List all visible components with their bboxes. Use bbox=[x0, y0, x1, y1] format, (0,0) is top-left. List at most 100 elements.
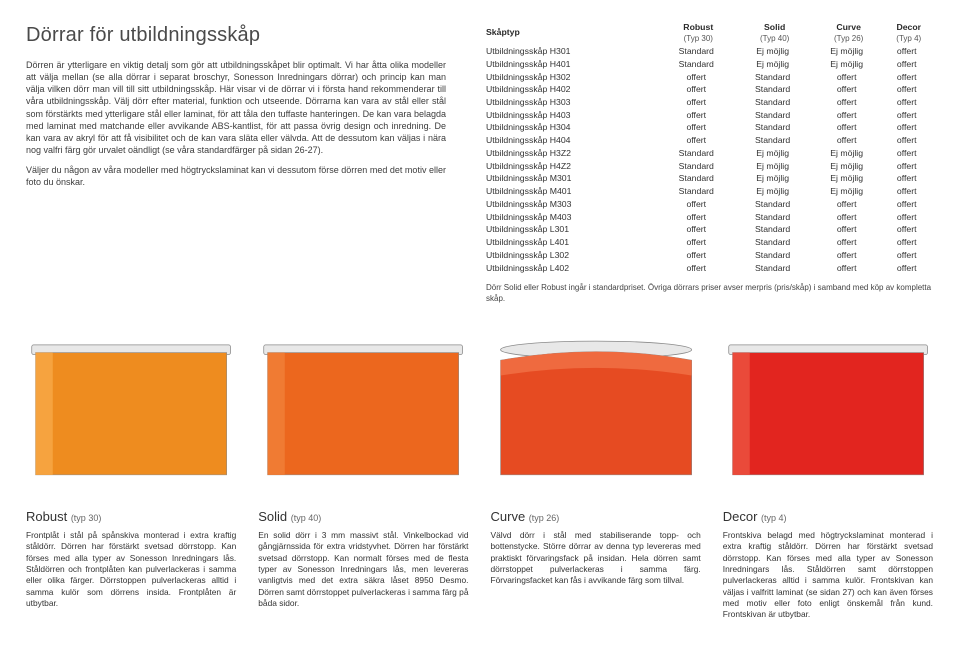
table-row: Utbildningsskåp M403offertStandardoffert… bbox=[486, 211, 933, 224]
table-cell: offert bbox=[813, 71, 885, 84]
top-section: Dörrar för utbildningsskåp Dörren är ytt… bbox=[26, 22, 933, 304]
table-cell: offert bbox=[660, 249, 736, 262]
table-cell: offert bbox=[813, 224, 885, 237]
door-type-text: Frontskiva belagd med högtryckslaminat m… bbox=[723, 530, 933, 621]
table-row: Utbildningsskåp H404offertStandardoffert… bbox=[486, 135, 933, 148]
table-cell: offert bbox=[885, 58, 934, 71]
table-row: Utbildningsskåp H303offertStandardoffert… bbox=[486, 96, 933, 109]
table-cell: Ej möjlig bbox=[736, 58, 812, 71]
door-image bbox=[26, 338, 236, 478]
table-cell: offert bbox=[885, 224, 934, 237]
table-cell: offert bbox=[813, 262, 885, 275]
door-type-title: Solid (typ 40) bbox=[258, 508, 468, 526]
door-type-title: Robust (typ 30) bbox=[26, 508, 236, 526]
table-cell: Standard bbox=[736, 211, 812, 224]
table-cell: Standard bbox=[736, 135, 812, 148]
table-cell: offert bbox=[885, 109, 934, 122]
table-cell: Standard bbox=[736, 198, 812, 211]
table-cell: Ej möjlig bbox=[813, 147, 885, 160]
table-footnote: Dörr Solid eller Robust ingår i standard… bbox=[486, 283, 933, 305]
intro-p1: Dörren är ytterligare en viktig detalj s… bbox=[26, 59, 446, 156]
door-type-text: Välvd dörr i stål med stabiliserande top… bbox=[491, 530, 701, 587]
table-cell: Ej möjlig bbox=[736, 173, 812, 186]
table-cell: offert bbox=[660, 84, 736, 97]
table-cell: offert bbox=[885, 46, 934, 59]
table-cell: Utbildningsskåp H401 bbox=[486, 58, 660, 71]
table-cell: Ej möjlig bbox=[813, 186, 885, 199]
table-cell: Standard bbox=[660, 58, 736, 71]
table-cell: offert bbox=[885, 186, 934, 199]
table-cell: offert bbox=[813, 237, 885, 250]
table-row: Utbildningsskåp L402offertStandardoffert… bbox=[486, 262, 933, 275]
table-cell: Ej möjlig bbox=[736, 147, 812, 160]
table-row: Utbildningsskåp H4Z2StandardEj möjligEj … bbox=[486, 160, 933, 173]
table-cell: Utbildningsskåp M403 bbox=[486, 211, 660, 224]
table-cell: Ej möjlig bbox=[736, 186, 812, 199]
door-type-title: Curve (typ 26) bbox=[491, 508, 701, 526]
door-type-text: Frontplåt i stål på spånskiva monterad i… bbox=[26, 530, 236, 609]
table-cell: Standard bbox=[736, 262, 812, 275]
table-cell: Utbildningsskåp H302 bbox=[486, 71, 660, 84]
table-row: Utbildningsskåp H401StandardEj möjligEj … bbox=[486, 58, 933, 71]
door-svg bbox=[723, 338, 933, 478]
table-cell: offert bbox=[885, 198, 934, 211]
table-head: SkåptypRobust(Typ 30)Solid(Typ 40)Curve(… bbox=[486, 22, 933, 46]
table-cell: Utbildningsskåp H403 bbox=[486, 109, 660, 122]
table-row: Utbildningsskåp H302offertStandardoffert… bbox=[486, 71, 933, 84]
table-cell: Ej möjlig bbox=[813, 46, 885, 59]
table-cell: offert bbox=[885, 147, 934, 160]
table-cell: offert bbox=[813, 211, 885, 224]
table-cell: offert bbox=[885, 237, 934, 250]
table-cell: Ej möjlig bbox=[813, 160, 885, 173]
table-cell: Utbildningsskåp M401 bbox=[486, 186, 660, 199]
table-cell: Utbildningsskåp H303 bbox=[486, 96, 660, 109]
table-header: Skåptyp bbox=[486, 22, 660, 46]
table-cell: Ej möjlig bbox=[813, 173, 885, 186]
table-row: Utbildningsskåp H301StandardEj möjligEj … bbox=[486, 46, 933, 59]
table-cell: offert bbox=[885, 96, 934, 109]
table-row: Utbildningsskåp H403offertStandardoffert… bbox=[486, 109, 933, 122]
table-cell: offert bbox=[885, 211, 934, 224]
table-cell: offert bbox=[885, 249, 934, 262]
door-images-row bbox=[26, 338, 933, 478]
table-header: Solid(Typ 40) bbox=[736, 22, 812, 46]
table-row: Utbildningsskåp H3Z2StandardEj möjligEj … bbox=[486, 147, 933, 160]
table-cell: Standard bbox=[660, 46, 736, 59]
table-cell: offert bbox=[813, 96, 885, 109]
table-cell: offert bbox=[885, 122, 934, 135]
table-cell: offert bbox=[660, 135, 736, 148]
table-cell: offert bbox=[885, 160, 934, 173]
table-cell: Standard bbox=[660, 147, 736, 160]
table-cell: Utbildningsskåp H404 bbox=[486, 135, 660, 148]
table-header: Decor(Typ 4) bbox=[885, 22, 934, 46]
table-cell: Ej möjlig bbox=[813, 58, 885, 71]
table-cell: Standard bbox=[660, 186, 736, 199]
door-image bbox=[258, 338, 468, 478]
table-cell: Ej möjlig bbox=[736, 46, 812, 59]
table-cell: offert bbox=[813, 122, 885, 135]
table-cell: offert bbox=[813, 198, 885, 211]
table-cell: offert bbox=[660, 71, 736, 84]
table-cell: Utbildningsskåp L401 bbox=[486, 237, 660, 250]
table-header: Robust(Typ 30) bbox=[660, 22, 736, 46]
table-body: Utbildningsskåp H301StandardEj möjligEj … bbox=[486, 46, 933, 275]
table-row: Utbildningsskåp M303offertStandardoffert… bbox=[486, 198, 933, 211]
table-cell: offert bbox=[660, 109, 736, 122]
table-cell: Standard bbox=[736, 224, 812, 237]
door-svg bbox=[258, 338, 468, 478]
table-row: Utbildningsskåp H304offertStandardoffert… bbox=[486, 122, 933, 135]
table-cell: offert bbox=[660, 262, 736, 275]
table-row: Utbildningsskåp H402offertStandardoffert… bbox=[486, 84, 933, 97]
table-cell: Standard bbox=[736, 109, 812, 122]
table-cell: offert bbox=[813, 249, 885, 262]
table-cell: offert bbox=[885, 173, 934, 186]
table-cell: offert bbox=[660, 224, 736, 237]
table-cell: Standard bbox=[736, 84, 812, 97]
table-cell: Standard bbox=[660, 173, 736, 186]
table-cell: Standard bbox=[736, 237, 812, 250]
table-cell: Utbildningsskåp L402 bbox=[486, 262, 660, 275]
table-cell: Utbildningsskåp M303 bbox=[486, 198, 660, 211]
table-cell: Utbildningsskåp M301 bbox=[486, 173, 660, 186]
left-column: Dörrar för utbildningsskåp Dörren är ytt… bbox=[26, 22, 446, 304]
table-cell: Utbildningsskåp H402 bbox=[486, 84, 660, 97]
